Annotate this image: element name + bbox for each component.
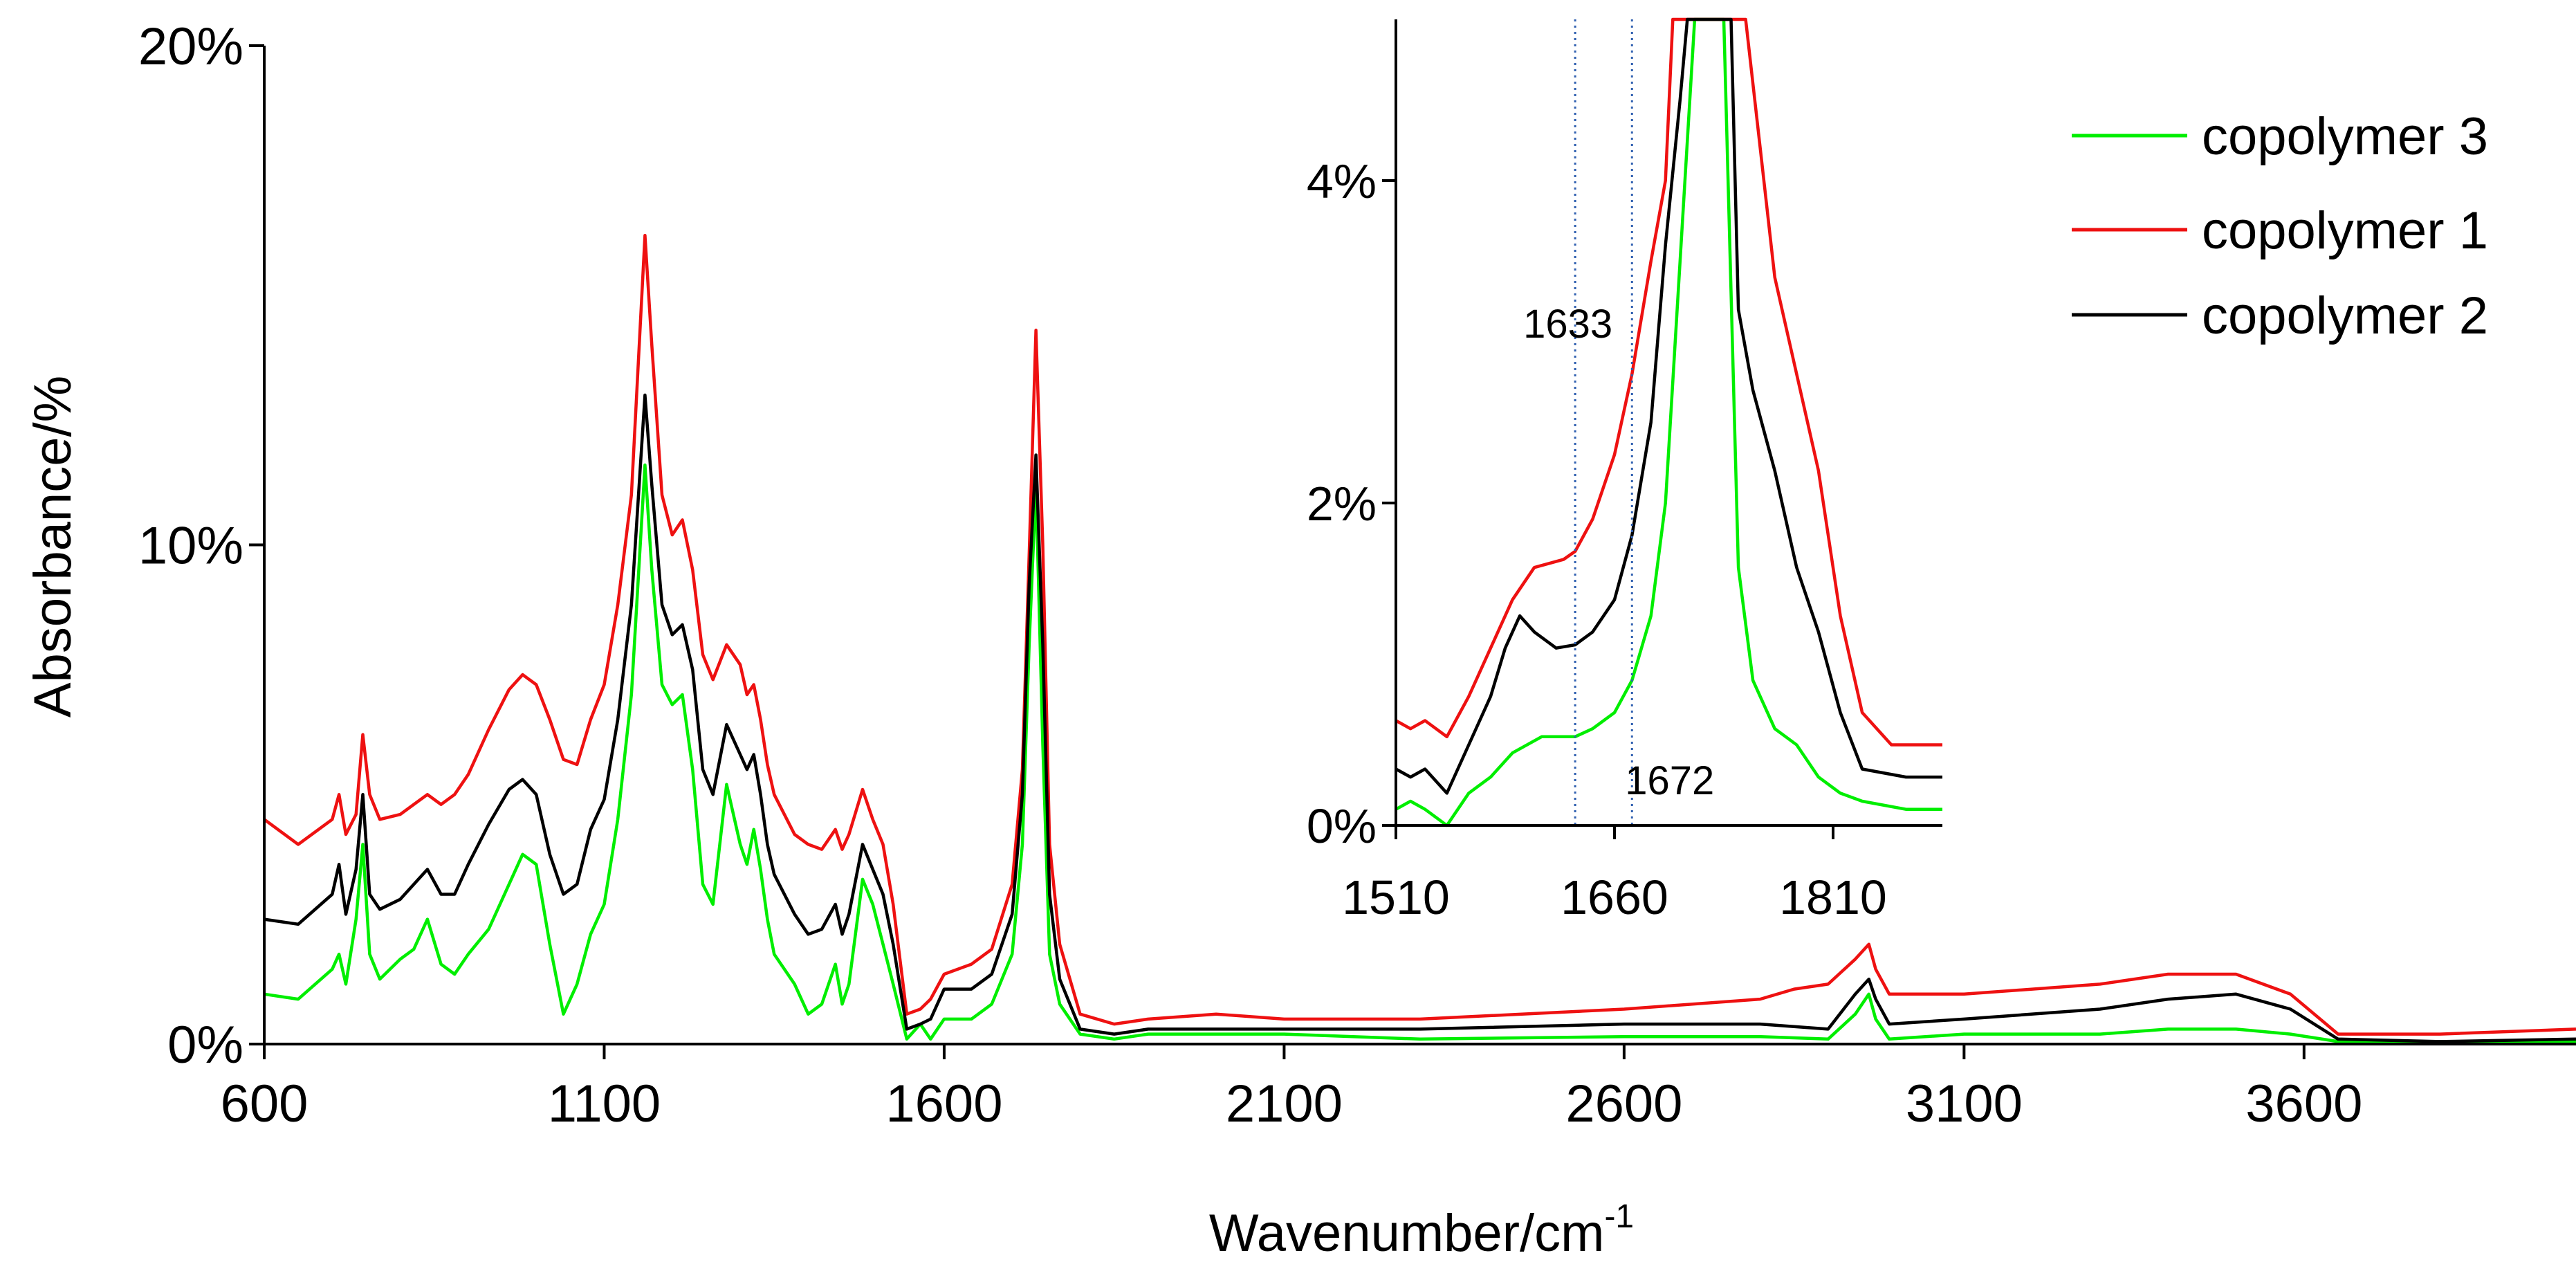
main-y-tick-label: 10% [138,517,243,576]
x-axis-title-superscript: -1 [1604,1198,1634,1235]
inset-annotation-label-1672: 1672 [1625,758,1714,803]
inset-x-ticks: 1510 1660 1810 [1342,825,1887,924]
y-axis-title: Absorbance/% [24,376,82,717]
inset-annotations: 1633 1672 [1523,19,1714,825]
inset-annotation-label-1633: 1633 [1523,302,1612,347]
legend: copolymer 3 copolymer 1 copolymer 2 [2072,107,2488,345]
inset-series-line-2 [1395,17,1942,747]
main-x-tick-label: 1600 [885,1075,1002,1133]
inset-y-tick-label: 2% [1307,477,1377,531]
main-x-tick-label: 2600 [1565,1075,1682,1133]
main-series-line-2 [263,233,2576,1036]
main-x-tick-label: 600 [221,1075,309,1133]
inset-y-tick-label: 4% [1307,154,1377,208]
main-series-group [263,233,2576,1043]
inset-y-ticks: 0% 2% 4% [1307,154,1396,853]
x-axis-title: Wavenumber/cm-1 [1209,1198,1634,1263]
main-x-tick-label: 2100 [1226,1075,1343,1133]
inset-y-tick-label: 0% [1307,799,1377,853]
main-y-tick-label: 0% [167,1016,243,1075]
legend-label-2: copolymer 1 [2202,201,2488,260]
legend-label-1: copolymer 3 [2202,107,2488,166]
inset-x-tick-label: 1660 [1561,870,1668,924]
inset-x-tick-label: 1510 [1342,870,1450,924]
inset-plot: 1633 1672 1510 1660 1810 0% 2% 4% [1307,17,1942,924]
legend-label-3: copolymer 2 [2202,286,2488,345]
main-x-tick-label: 3600 [2245,1075,2362,1133]
main-x-tick-label: 3100 [1906,1075,2023,1133]
inset-x-tick-label: 1810 [1779,870,1887,924]
inset-series-group [1395,17,1942,827]
inset-series-line-1 [1395,17,1942,827]
main-series-line-1 [264,463,2576,1043]
x-axis-title-text: Wavenumber/cm [1209,1204,1605,1263]
main-x-tick-label: 1100 [548,1075,661,1133]
main-y-tick-label: 20% [138,17,243,76]
main-plot: 600 1100 1600 2100 2600 3100 3600 0% 10% 20% Wav… [24,17,2576,1263]
main-series-line-3 [264,393,2576,1043]
main-x-ticks: 600 1100 1600 2100 2600 3100 3600 [221,1044,2362,1133]
main-y-ticks: 0% 10% 20% [138,17,264,1075]
inset-series-line-3 [1395,17,1942,795]
